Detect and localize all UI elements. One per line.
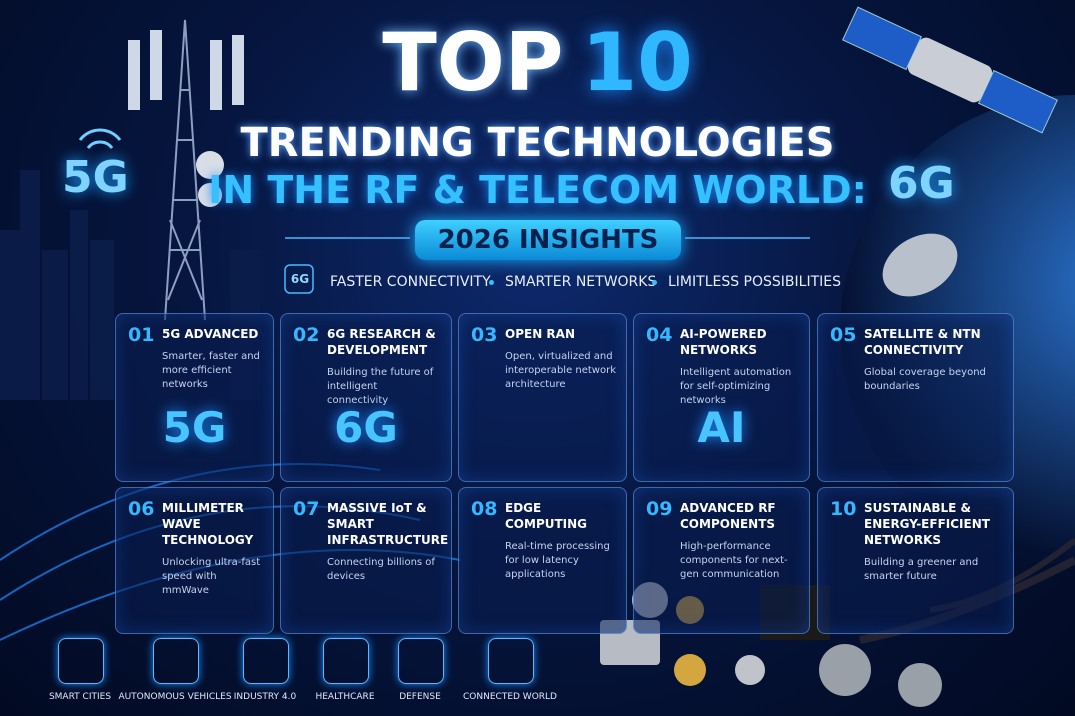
tagline-dot	[652, 280, 657, 285]
card-number: 01	[128, 324, 155, 346]
card: 08 EDGE COMPUTING Real-time processing for…	[458, 487, 627, 634]
card-description: Unlocking ultra-fast speed with mmWave	[162, 557, 261, 596]
card-title: MILLIMETER WAVE TECHNOLOGY	[162, 501, 254, 547]
subtitle: IN THE RF & TELECOM WORLD:	[208, 168, 867, 212]
card-title: ADVANCED RF COMPONENTS	[680, 501, 776, 531]
card: 03 OPEN RAN Open, virtualized and interope…	[458, 313, 627, 482]
card-description: High-performance components for next-gen…	[680, 541, 788, 580]
card-description: Intelligent automation for self-optimizi…	[680, 367, 792, 406]
card-number: 04	[646, 324, 673, 346]
card: 05 SATELLITE & NTN CONNECTIVITY Global cov…	[817, 313, 1014, 482]
footer-label: SMART CITIES	[48, 692, 112, 702]
footer-label: DEFENSE	[399, 692, 441, 702]
card: 04 AI-POWERED NETWORKS Intelligent automat…	[633, 313, 810, 482]
card-title: OPEN RAN	[505, 327, 575, 341]
title-word: TOP	[382, 16, 564, 109]
card-description: Building the future of intelligent conne…	[327, 367, 434, 406]
title-number: 10	[581, 16, 693, 109]
card-number: 09	[646, 498, 673, 520]
card-number: 07	[293, 498, 320, 520]
card: 07 MASSIVE IoT & SMART INFRASTRUCTURE Conn…	[280, 487, 452, 634]
card: 06 MILLIMETER WAVE TECHNOLOGY Unlocking ul…	[115, 487, 274, 634]
side-label: 6G	[888, 158, 955, 209]
card-visual: AI	[697, 403, 746, 452]
tagline-item: LIMITLESS POSSIBILITIES	[668, 274, 841, 290]
card-description: Building a greener and smarter future	[864, 557, 979, 582]
footer-icon	[153, 638, 199, 684]
card-number: 05	[830, 324, 857, 346]
card-description: Connecting billions of devices	[327, 557, 435, 582]
badge: 2026 INSIGHTS	[415, 220, 681, 260]
card-description: Open, virtualized and interoperable netw…	[505, 351, 617, 390]
card-visual: 6G	[334, 403, 398, 452]
card-description: Real-time processing for low latency app…	[505, 541, 610, 580]
footer-label: HEALTHCARE	[315, 692, 375, 702]
card-title: AI-POWERED NETWORKS	[680, 327, 767, 357]
card-title: SUSTAINABLE & ENERGY-EFFICIENT NETWORKS	[864, 501, 990, 547]
title: TOP 10	[0, 18, 1075, 108]
card-number: 02	[293, 324, 320, 346]
footer-label: AUTONOMOUS VEHICLES	[118, 692, 232, 702]
card-title: 5G ADVANCED	[162, 327, 259, 341]
card-number: 10	[830, 498, 857, 520]
footer-icon	[398, 638, 444, 684]
card: 10 SUSTAINABLE & ENERGY-EFFICIENT NETWORK…	[817, 487, 1014, 634]
tagline-item: SMARTER NETWORKS	[505, 274, 657, 290]
footer-icon	[323, 638, 369, 684]
card-title: 6G RESEARCH & DEVELOPMENT	[327, 327, 436, 357]
subtitle: TRENDING TECHNOLOGIES	[240, 120, 835, 166]
card-title: EDGE COMPUTING	[505, 501, 588, 531]
card: 01 5G ADVANCED Smarter, faster and more ef…	[115, 313, 274, 482]
card-visual: 5G	[162, 403, 227, 452]
footer-icon	[488, 638, 534, 684]
footer-label: INDUSTRY 4.0	[233, 692, 297, 702]
tagline-item: FASTER CONNECTIVITY	[330, 274, 491, 290]
card-number: 06	[128, 498, 155, 520]
card-number: 03	[471, 324, 498, 346]
side-label: 5G	[62, 152, 129, 203]
footer-label: CONNECTED WORLD	[463, 692, 557, 702]
card-title: MASSIVE IoT & SMART INFRASTRUCTURE	[327, 501, 449, 547]
footer-icon	[58, 638, 104, 684]
card: 09 ADVANCED RF COMPONENTS High-performance…	[633, 487, 810, 634]
card-title: SATELLITE & NTN CONNECTIVITY	[864, 327, 981, 357]
footer-icon	[243, 638, 289, 684]
card: 02 6G RESEARCH & DEVELOPMENT Building the …	[280, 313, 452, 482]
tagline-icon: 6G	[290, 272, 310, 286]
card-number: 08	[471, 498, 498, 520]
tagline-dot	[489, 280, 494, 285]
card-description: Global coverage beyond boundaries	[864, 367, 986, 392]
card-description: Smarter, faster and more efficient netwo…	[162, 351, 260, 390]
